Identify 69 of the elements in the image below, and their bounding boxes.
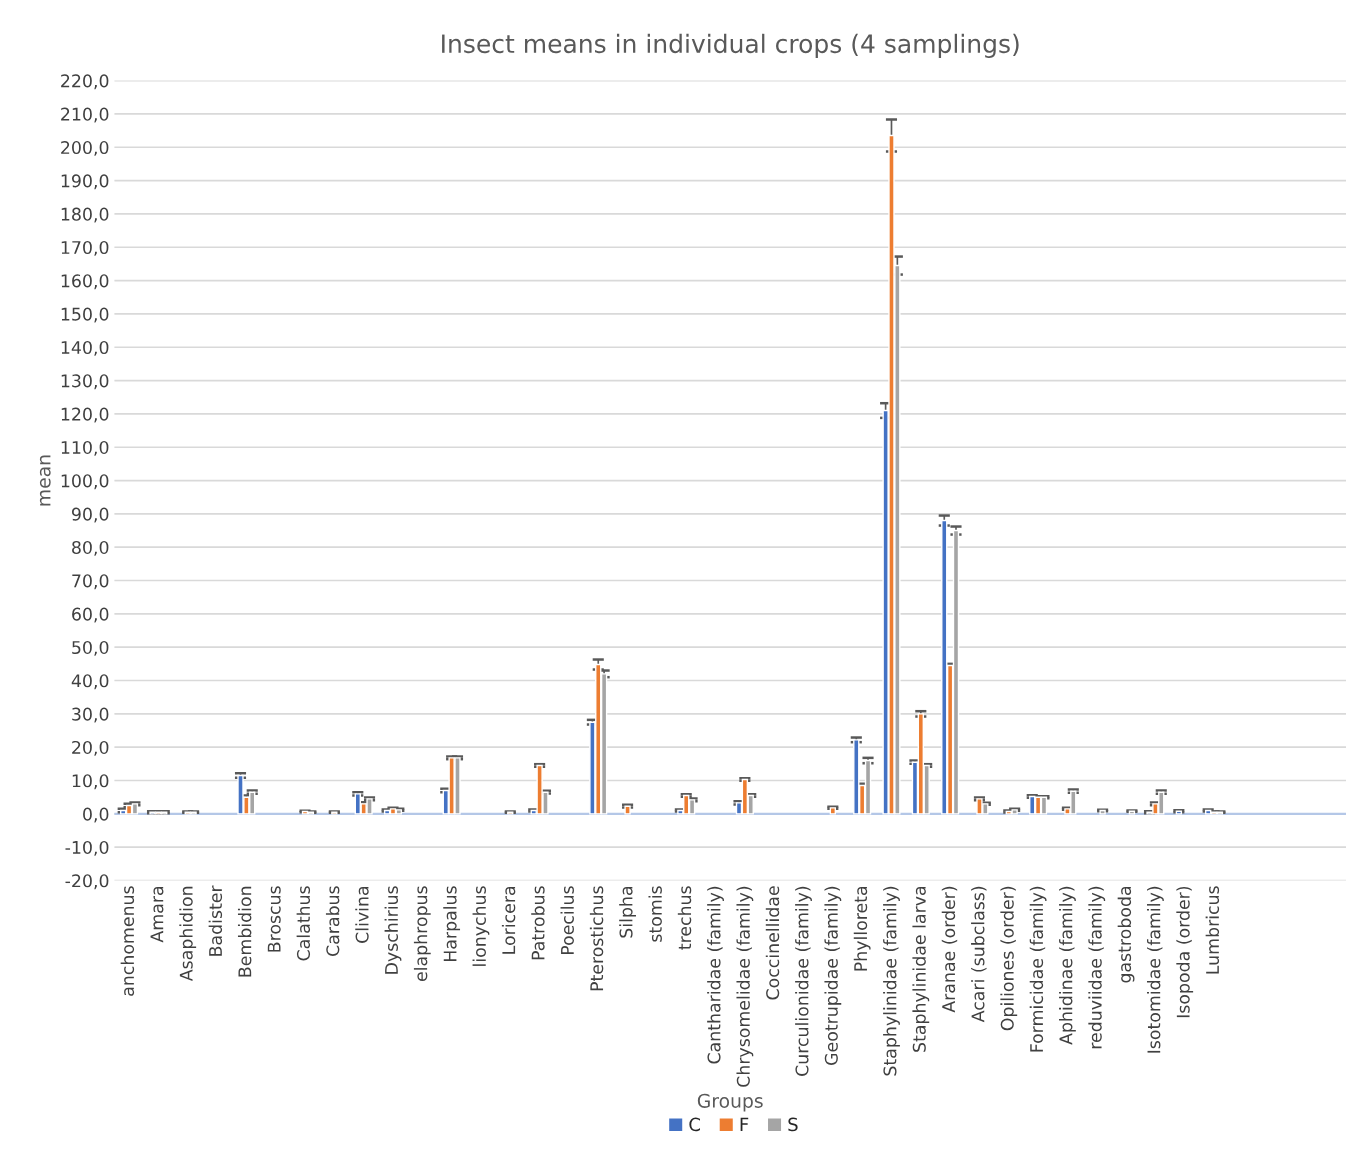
x-tick-label: Isotomidae (family) xyxy=(1147,886,1164,1053)
x-tick-label: Loricera xyxy=(501,886,516,954)
x-tick-label: Bembidion xyxy=(237,886,252,977)
x-tick-label: Clivina xyxy=(355,886,369,943)
y-tick-label: 100,0 xyxy=(61,474,109,490)
x-tick-label: Pterostichus xyxy=(589,886,604,991)
x-tick-label: Poecilus xyxy=(560,886,574,955)
x-tick-label: Aranae (order) xyxy=(941,886,958,1013)
x-tick-label: Geotrupidae (family) xyxy=(824,886,842,1065)
legend-label: S xyxy=(788,1117,798,1132)
y-tick-label: 60,0 xyxy=(72,607,109,623)
y-tick-label: 10,0 xyxy=(72,774,109,790)
y-tick-label: 110,0 xyxy=(61,440,109,456)
x-tick-label: Broscus xyxy=(267,886,281,952)
chart-title: Insect means in individual crops (4 samplings) xyxy=(442,33,1019,58)
y-tick-label: 210,0 xyxy=(61,107,109,123)
y-axis-title: mean xyxy=(39,455,51,506)
x-tick-label: Carabus xyxy=(325,886,340,957)
y-tick-label: -20,0 xyxy=(65,874,109,890)
x-tick-label: Asaphidion xyxy=(179,886,197,982)
x-tick-label: Patrobus xyxy=(531,886,545,960)
x-tick-label: trechus xyxy=(677,886,692,950)
y-tick-label: 160,0 xyxy=(61,274,109,290)
x-tick-label: elaphropus xyxy=(413,886,431,982)
x-tick-label: Staphylinidae (family) xyxy=(883,886,900,1076)
y-tick-label: 140,0 xyxy=(61,340,109,356)
y-tick-label: 20,0 xyxy=(72,740,109,756)
x-tick-label: Badister xyxy=(208,885,223,956)
legend-label: F xyxy=(740,1117,749,1131)
y-tick-label: 130,0 xyxy=(61,374,109,390)
x-tick-label: Phylloreta xyxy=(853,886,871,971)
y-tick-label: 80,0 xyxy=(72,540,109,556)
x-tick-label: stomis xyxy=(648,886,662,942)
x-tick-label: Calathus xyxy=(296,886,311,961)
y-tick-label: 40,0 xyxy=(71,674,109,690)
x-tick-label: Lumbricus xyxy=(1205,886,1220,974)
y-tick-label: 70,0 xyxy=(72,574,109,590)
x-tick-label: anchomenus xyxy=(120,886,135,996)
x-tick-label: Acari (subclass) xyxy=(971,886,987,1023)
y-tick-label: -10,0 xyxy=(65,840,109,856)
y-tick-label: 190,0 xyxy=(61,174,109,190)
x-tick-label: lionychus xyxy=(472,886,490,966)
x-tick-label: Formicidae (family) xyxy=(1029,886,1047,1052)
y-tick-label: 90,0 xyxy=(71,507,109,523)
x-tick-label: Dyschirius xyxy=(384,886,402,974)
x-tick-label: reduviidae (family) xyxy=(1088,886,1106,1049)
y-tick-label: 50,0 xyxy=(72,640,109,656)
legend-label: C xyxy=(689,1117,700,1132)
y-tick-label: 0,0 xyxy=(83,807,109,823)
x-tick-label: Amara xyxy=(150,886,164,943)
x-tick-label: Cantharidae (family) xyxy=(707,886,724,1064)
x-tick-label: Curculionidae (family) xyxy=(795,886,812,1076)
x-tick-label: Opiliones (order) xyxy=(1000,886,1018,1031)
x-tick-label: Chrysomelidae (family) xyxy=(736,886,754,1087)
y-tick-label: 120,0 xyxy=(61,407,109,423)
x-tick-label: Aphidinae (family) xyxy=(1059,886,1076,1045)
y-tick-label: 170,0 xyxy=(61,240,109,256)
x-tick-label: Isopoda (order) xyxy=(1176,886,1194,1018)
y-tick-label: 150,0 xyxy=(61,307,109,323)
x-axis-title: Groups xyxy=(697,1093,763,1112)
y-tick-label: 180,0 xyxy=(61,207,109,223)
x-tick-label: Harpalus xyxy=(443,886,461,962)
x-tick-label: Staphylinidae larva xyxy=(912,886,930,1052)
y-tick-label: 30,0 xyxy=(72,707,109,723)
x-tick-label: gastroboda xyxy=(1117,886,1135,983)
y-tick-label: 220,0 xyxy=(61,74,109,90)
x-tick-label: Coccinellidae xyxy=(765,886,780,1000)
y-tick-label: 200,0 xyxy=(61,140,109,156)
x-tick-label: Silpha xyxy=(619,886,636,938)
